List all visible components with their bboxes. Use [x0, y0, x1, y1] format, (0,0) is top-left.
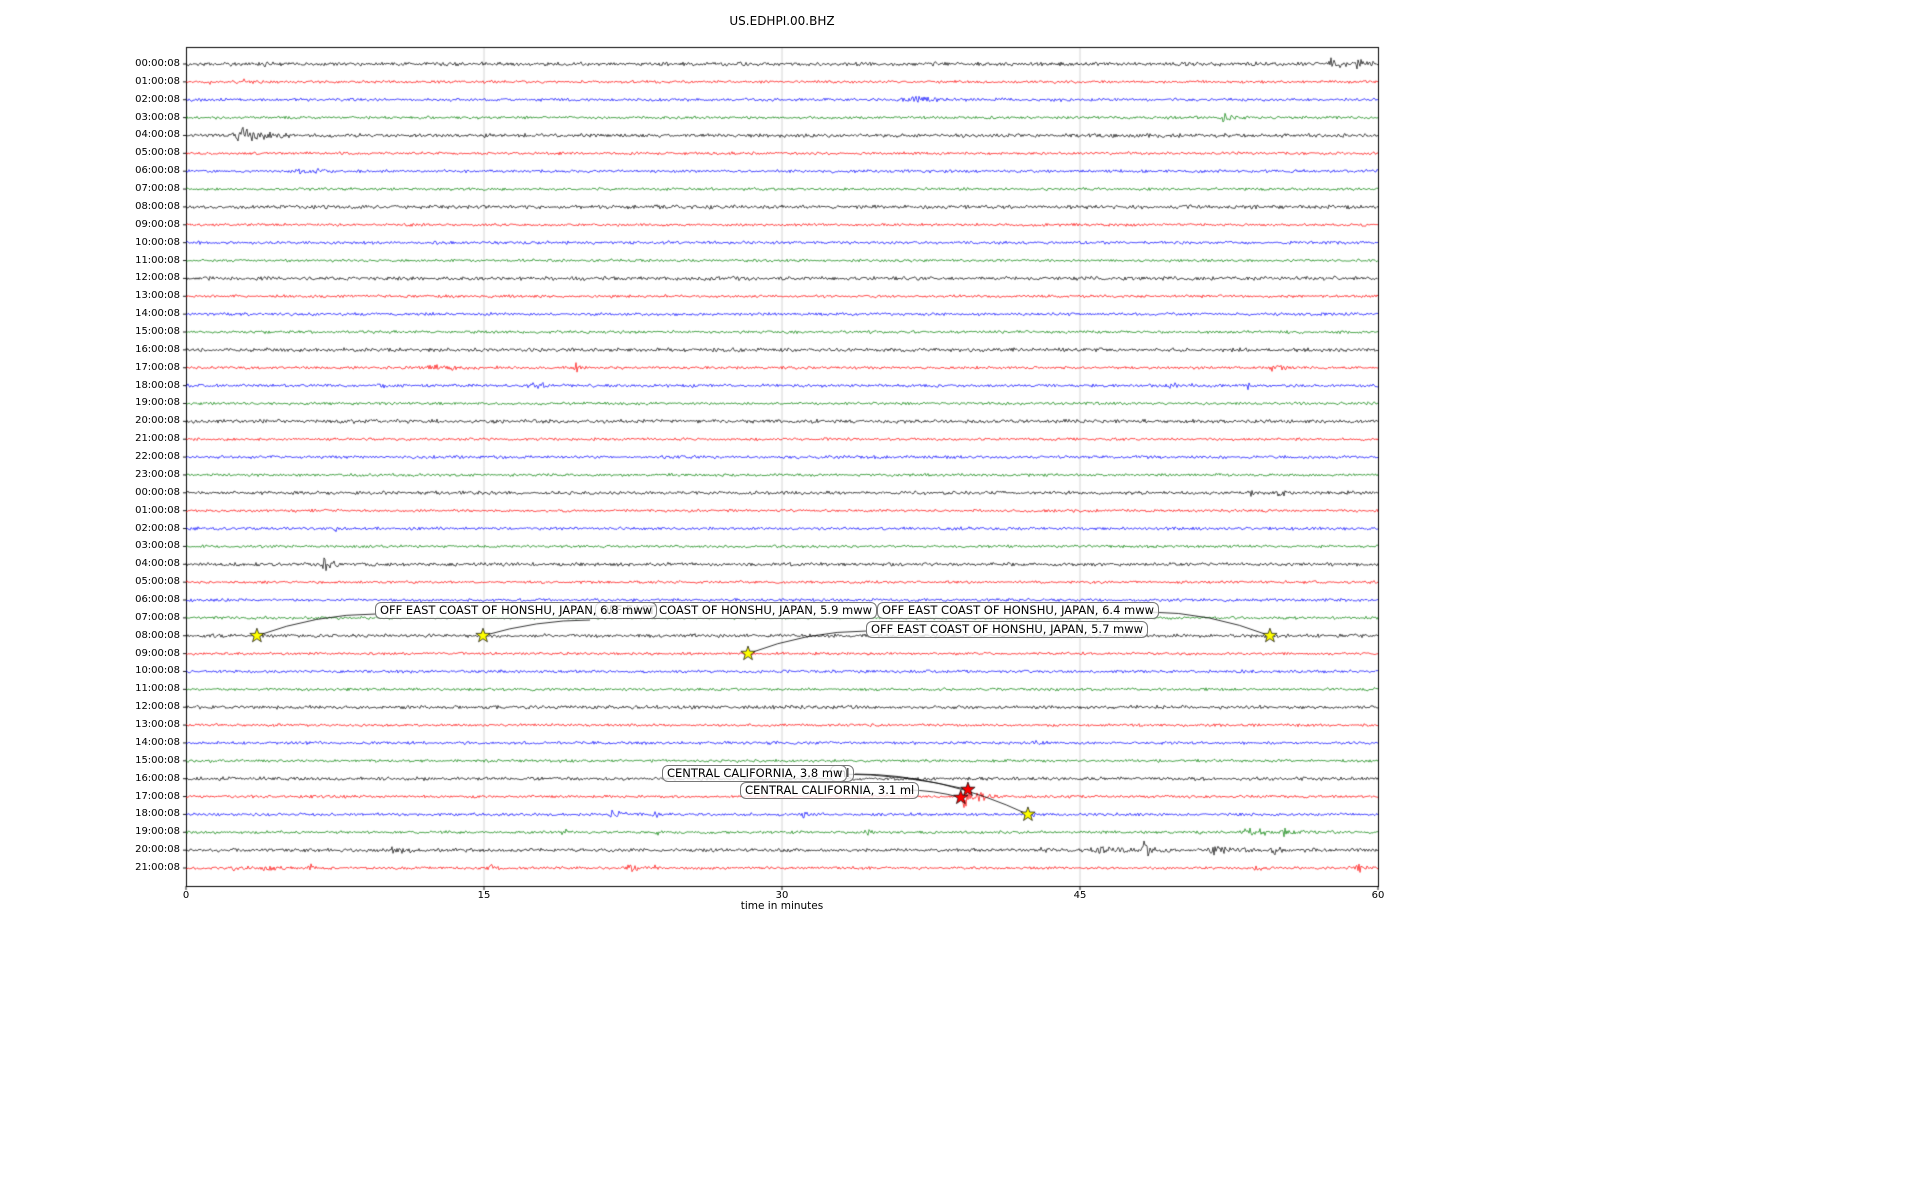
- row-time-label: 10:00:08: [135, 236, 180, 248]
- row-time-label: 00:00:08: [135, 486, 180, 498]
- row-time-label: 15:00:08: [135, 754, 180, 766]
- row-time-label: 11:00:08: [135, 683, 180, 695]
- row-time-label: 16:00:08: [135, 343, 180, 355]
- row-time-label: 01:00:08: [135, 75, 180, 87]
- row-time-label: 04:00:08: [135, 129, 180, 141]
- event-label: OFF EAST COAST OF HONSHU, JAPAN, 5.7 mww: [866, 621, 1149, 638]
- plot-title: US.EDHPI.00.BHZ: [729, 14, 835, 28]
- row-time-label: 12:00:08: [135, 701, 180, 713]
- row-time-label: 22:00:08: [135, 451, 180, 463]
- row-time-label: 14:00:08: [135, 736, 180, 748]
- x-tick-label: 60: [1371, 890, 1385, 901]
- x-tick-label: 30: [775, 890, 789, 901]
- row-time-label: 14:00:08: [135, 308, 180, 320]
- x-axis-label: time in minutes: [740, 900, 824, 912]
- row-time-label: 06:00:08: [135, 594, 180, 605]
- row-time-label: 18:00:08: [135, 379, 180, 391]
- row-time-label: 03:00:08: [135, 540, 180, 552]
- row-time-label: 09:00:08: [135, 218, 180, 230]
- row-time-label: 03:00:08: [135, 111, 180, 123]
- event-label: OFF EAST COAST OF HONSHU, JAPAN, 5.9 mww: [595, 602, 878, 619]
- row-time-label: 23:00:08: [135, 468, 180, 480]
- x-tick-label: 15: [477, 890, 491, 901]
- row-time-label: 00:00:08: [135, 58, 180, 69]
- row-time-label: 02:00:08: [135, 522, 180, 534]
- row-time-label: 15:00:08: [135, 326, 180, 337]
- row-time-label: 08:00:08: [135, 200, 180, 212]
- row-time-label: 07:00:08: [135, 183, 180, 195]
- row-time-label: 17:00:08: [135, 790, 180, 802]
- row-time-label: 12:00:08: [135, 272, 180, 284]
- row-time-label: 21:00:08: [135, 862, 180, 873]
- row-time-label: 18:00:08: [135, 808, 180, 820]
- row-time-label: 02:00:08: [135, 93, 180, 105]
- row-time-label: 11:00:08: [135, 254, 180, 266]
- row-time-label: 20:00:08: [135, 415, 180, 427]
- row-time-label: 04:00:08: [135, 558, 180, 570]
- row-time-label: 05:00:08: [135, 147, 180, 159]
- row-time-label: 05:00:08: [135, 576, 180, 588]
- row-time-label: 08:00:08: [135, 629, 180, 641]
- row-time-label: 21:00:08: [135, 433, 180, 445]
- row-time-label: 07:00:08: [135, 611, 180, 623]
- row-time-label: 13:00:08: [135, 290, 180, 302]
- event-label: OFF EAST COAST OF HONSHU, JAPAN, 6.8 mww: [375, 602, 658, 619]
- x-tick-label: 0: [182, 890, 190, 901]
- row-time-label: 13:00:08: [135, 719, 180, 731]
- row-time-label: 19:00:08: [135, 826, 180, 838]
- row-time-label: 10:00:08: [135, 665, 180, 677]
- x-tick-label: 45: [1073, 890, 1087, 901]
- event-label: CENTRAL CALIFORNIA, 3.8 mw: [662, 765, 848, 782]
- row-time-label: 20:00:08: [135, 844, 180, 856]
- row-time-label: 16:00:08: [135, 772, 180, 784]
- event-label: OFF EAST COAST OF HONSHU, JAPAN, 6.4 mww: [877, 602, 1160, 619]
- row-time-label: 19:00:08: [135, 397, 180, 409]
- row-time-label: 09:00:08: [135, 647, 180, 659]
- row-time-label: 06:00:08: [135, 165, 180, 177]
- event-label: CENTRAL CALIFORNIA, 3.1 ml: [740, 782, 920, 799]
- row-time-label: 01:00:08: [135, 504, 180, 516]
- row-time-label: 17:00:08: [135, 361, 180, 373]
